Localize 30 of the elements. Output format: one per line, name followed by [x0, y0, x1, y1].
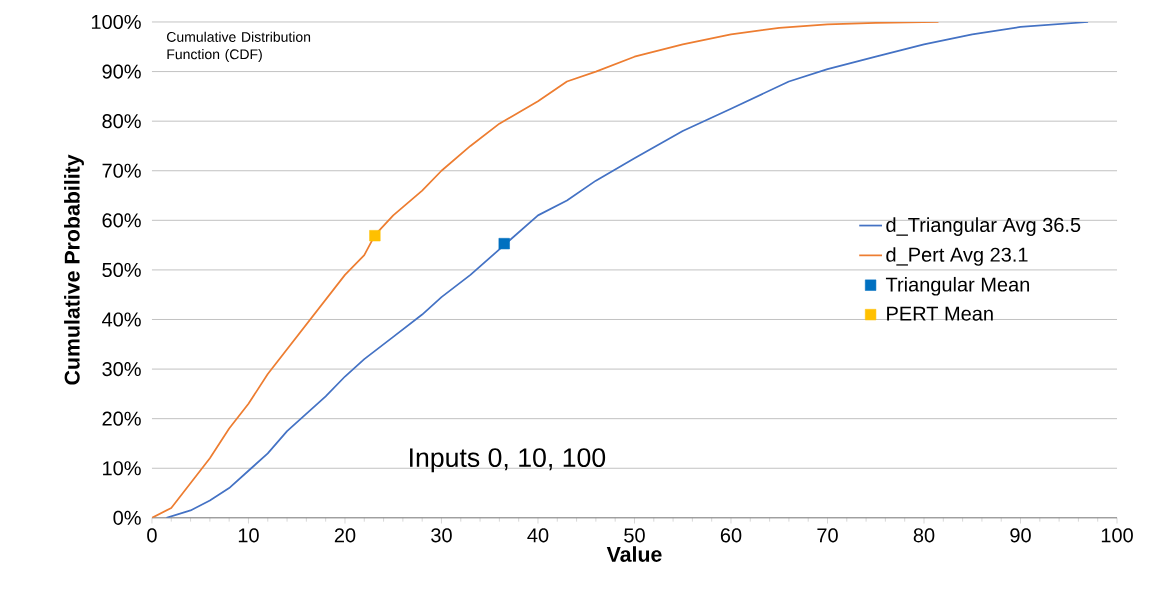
y-tick-label: 80% — [102, 114, 141, 129]
legend-label: d_Pert Avg 23.1 — [886, 247, 1028, 266]
y-tick-label: 60% — [102, 213, 141, 228]
x-tick-label: 100 — [1101, 528, 1133, 543]
annotation: Inputs 0, 10, 100 — [410, 448, 606, 473]
y-tick-label: 100% — [91, 15, 141, 30]
x-tick-label: 50 — [624, 528, 645, 543]
x-tick-label: 60 — [720, 528, 742, 543]
y-tick-label: 30% — [102, 362, 141, 377]
x-axis-title: Value — [606, 546, 662, 562]
y-tick-label: 90% — [102, 64, 141, 79]
x-tick-label: 80 — [913, 528, 935, 543]
x-tick-label: 30 — [431, 528, 452, 543]
y-tick-label: 40% — [102, 312, 141, 327]
y-tick-label: 50% — [102, 262, 141, 278]
x-tick-label: 20 — [334, 528, 356, 543]
legend-label: d_Triangular Avg 36.5 — [886, 217, 1081, 237]
legend-label: Triangular Mean — [885, 277, 1030, 296]
y-axis-title: Cumulative Probability — [64, 154, 84, 385]
annotation: Cumulative Distribution Function (CDF) — [167, 31, 311, 63]
x-tick-label: 70 — [817, 528, 838, 543]
y-tick-label: 20% — [102, 411, 141, 426]
y-tick-label: 0% — [113, 510, 141, 525]
legend-label: PERT Mean — [887, 306, 993, 321]
x-tick-label: 40 — [527, 528, 549, 543]
y-tick-label: 70% — [102, 163, 141, 178]
x-tick-label: 0 — [147, 528, 157, 543]
x-tick-label: 10 — [238, 528, 259, 543]
x-tick-label: 90 — [1010, 528, 1031, 543]
y-tick-label: 10% — [103, 461, 141, 476]
